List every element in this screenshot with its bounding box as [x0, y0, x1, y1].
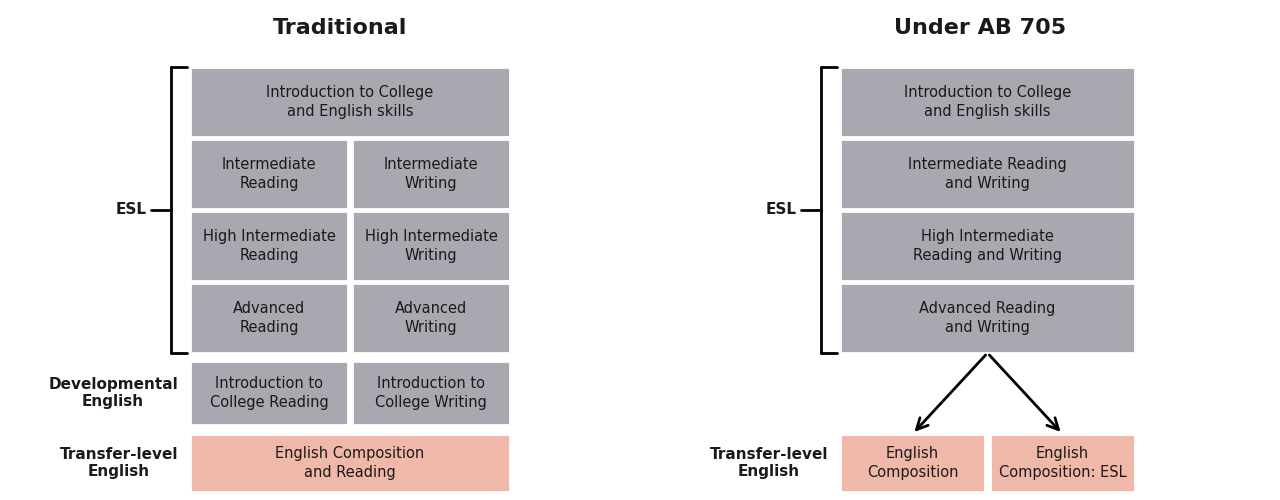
Text: Introduction to College
and English skills: Introduction to College and English skil…	[904, 85, 1071, 119]
FancyBboxPatch shape	[352, 361, 509, 425]
Text: Advanced
Writing: Advanced Writing	[394, 301, 467, 335]
Text: Transfer-level
English: Transfer-level English	[709, 447, 828, 479]
Text: High Intermediate
Reading and Writing: High Intermediate Reading and Writing	[913, 229, 1062, 263]
Text: Under AB 705: Under AB 705	[893, 18, 1066, 38]
Text: Intermediate
Reading: Intermediate Reading	[221, 157, 316, 191]
FancyBboxPatch shape	[352, 211, 509, 281]
Text: High Intermediate
Writing: High Intermediate Writing	[365, 229, 498, 263]
FancyBboxPatch shape	[840, 67, 1135, 137]
Text: ESL: ESL	[765, 202, 797, 218]
Text: ESL: ESL	[116, 202, 147, 218]
FancyBboxPatch shape	[840, 139, 1135, 209]
Text: Transfer-level
English: Transfer-level English	[59, 447, 178, 479]
FancyBboxPatch shape	[189, 139, 348, 209]
Text: Introduction to
College Writing: Introduction to College Writing	[375, 376, 486, 410]
FancyBboxPatch shape	[840, 211, 1135, 281]
Text: English Composition
and Reading: English Composition and Reading	[275, 446, 425, 480]
FancyBboxPatch shape	[189, 211, 348, 281]
Text: Advanced Reading
and Writing: Advanced Reading and Writing	[919, 301, 1056, 335]
FancyBboxPatch shape	[352, 283, 509, 353]
FancyBboxPatch shape	[840, 434, 986, 492]
FancyBboxPatch shape	[189, 434, 509, 492]
Text: Introduction to College
and English skills: Introduction to College and English skil…	[266, 85, 434, 119]
Text: Introduction to
College Reading: Introduction to College Reading	[210, 376, 329, 410]
FancyBboxPatch shape	[352, 139, 509, 209]
Text: English
Composition: ESL: English Composition: ESL	[998, 446, 1126, 480]
Text: High Intermediate
Reading: High Intermediate Reading	[202, 229, 335, 263]
FancyBboxPatch shape	[189, 67, 509, 137]
FancyBboxPatch shape	[189, 361, 348, 425]
Text: Advanced
Reading: Advanced Reading	[233, 301, 305, 335]
Text: Traditional: Traditional	[273, 18, 407, 38]
Text: English
Composition: English Composition	[867, 446, 959, 480]
Text: Intermediate
Writing: Intermediate Writing	[384, 157, 479, 191]
FancyBboxPatch shape	[840, 283, 1135, 353]
Text: Intermediate Reading
and Writing: Intermediate Reading and Writing	[908, 157, 1066, 191]
Text: Developmental
English: Developmental English	[49, 377, 178, 409]
FancyBboxPatch shape	[189, 283, 348, 353]
FancyBboxPatch shape	[989, 434, 1135, 492]
